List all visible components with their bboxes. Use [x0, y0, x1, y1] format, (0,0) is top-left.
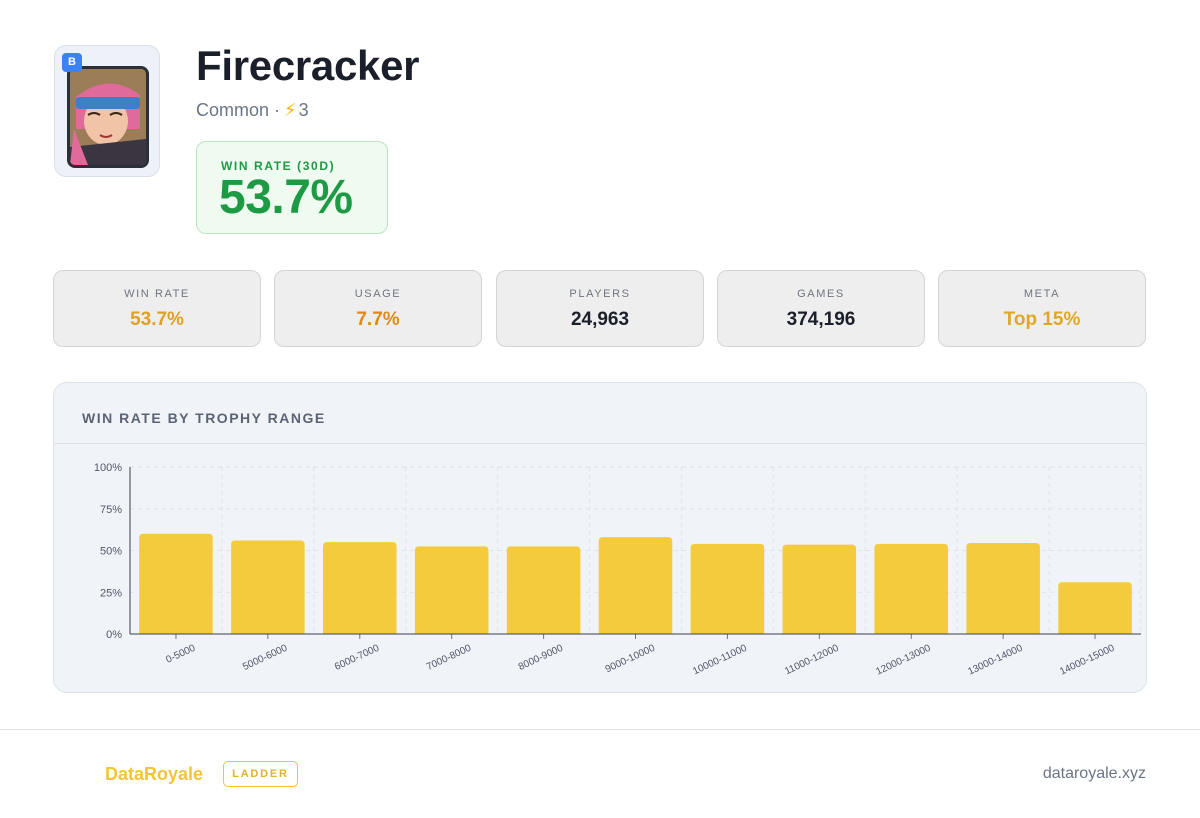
x-tick-label: 13000-14000	[966, 643, 1024, 678]
x-tick-label: 6000-7000	[333, 643, 381, 673]
y-tick-label: 0%	[106, 629, 122, 641]
chart-title: WIN RATE BY TROPHY RANGE	[82, 410, 326, 426]
bar	[139, 533, 213, 634]
x-tick-label: 14000-15000	[1058, 643, 1116, 678]
bar	[323, 542, 397, 634]
bar	[414, 546, 489, 634]
x-tick-label: 7000-8000	[425, 643, 473, 673]
stat-card-usage: USAGE 7.7%	[274, 270, 482, 347]
win-rate-highlight-label: WIN RATE (30D)	[221, 159, 336, 173]
y-tick-label: 75%	[100, 504, 122, 516]
stat-card-meta: META Top 15%	[938, 270, 1146, 347]
firecracker-card-art	[67, 66, 149, 168]
x-tick-label: 10000-11000	[691, 643, 749, 678]
page-title: Firecracker	[196, 42, 420, 89]
x-tick-label: 0-5000	[164, 643, 197, 666]
bolt-icon: ⚡	[284, 100, 297, 120]
stat-value: 374,196	[786, 309, 856, 330]
y-tick-label: 100%	[94, 462, 122, 474]
win-rate-highlight: WIN RATE (30D) 53.7%	[196, 141, 388, 234]
card-image-frame: B	[54, 45, 160, 177]
site-url[interactable]: dataroyale.xyz	[1042, 765, 1146, 782]
stat-value: 24,963	[570, 309, 630, 330]
stat-value: 7.7%	[356, 309, 400, 330]
win-rate-bar-chart: 0% 25% 50% 75% 100% 0-5000 5000-6000 6000-7000 7…	[94, 462, 1142, 678]
rarity-badge: B	[62, 53, 82, 72]
y-tick-label: 25%	[100, 587, 122, 599]
win-rate-highlight-value: 53.7%	[219, 171, 353, 224]
brand-logo-text: DataRoyale	[105, 764, 204, 784]
rarity-label: Common	[196, 100, 270, 120]
stat-card-win-rate: WIN RATE 53.7%	[53, 270, 261, 347]
stat-label: META	[1023, 288, 1061, 300]
stat-card-games: GAMES 374,196	[717, 270, 925, 347]
elixir-cost: 3	[298, 100, 309, 120]
stat-value: 53.7%	[130, 309, 184, 330]
x-tick-label: 12000-13000	[874, 643, 932, 678]
bar	[1058, 582, 1132, 634]
x-tick-label: 9000-10000	[604, 643, 657, 676]
win-rate-chart-panel: WIN RATE BY TROPHY RANGE 0% 25% 50% 75% 100%…	[53, 382, 1147, 693]
x-tick-label: 5000-6000	[241, 643, 289, 673]
y-tick-label: 50%	[100, 546, 122, 558]
footer-divider	[0, 729, 1200, 730]
stat-label: GAMES	[797, 288, 845, 300]
bar	[782, 544, 857, 634]
bar	[966, 542, 1040, 634]
bar	[874, 543, 948, 634]
x-tick-label: 8000-9000	[517, 643, 565, 673]
card-subtitle: Common · ⚡ 3	[196, 100, 309, 121]
bar	[690, 543, 765, 634]
bar	[231, 540, 305, 634]
separator: ·	[274, 100, 281, 120]
bar	[598, 537, 673, 634]
firecracker-portrait	[70, 69, 146, 165]
stat-label: USAGE	[354, 288, 402, 300]
stat-label: WIN RATE	[124, 288, 190, 300]
stat-label: PLAYERS	[569, 288, 631, 300]
stat-card-players: PLAYERS 24,963	[496, 270, 704, 347]
bar	[506, 546, 581, 634]
chart-divider	[54, 443, 1146, 444]
x-tick-label: 11000-12000	[783, 643, 841, 678]
stat-value: Top 15%	[1003, 309, 1081, 330]
ladder-tag: LADDER	[223, 761, 298, 787]
